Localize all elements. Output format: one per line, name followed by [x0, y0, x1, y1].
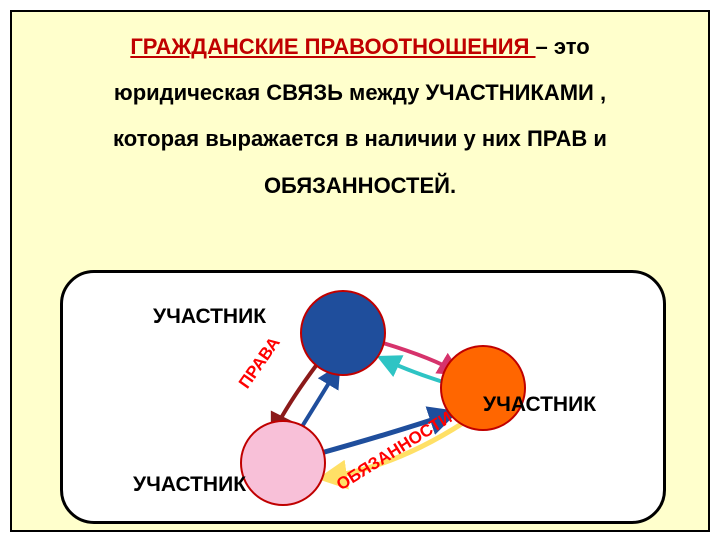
- diagram-container: УЧАСТНИКУЧАСТНИКУЧАСТНИКПРАВАОБЯЗАННОСТИ: [60, 270, 666, 524]
- participant-node: [301, 291, 385, 375]
- slide: ГРАЖДАНСКИЕ ПРАВООТНОШЕНИЯ – это юридиче…: [10, 10, 710, 532]
- heading-rest1: – это: [536, 34, 590, 59]
- definition-text: ГРАЖДАНСКИЕ ПРАВООТНОШЕНИЯ – это юридиче…: [12, 12, 708, 209]
- participant-label: УЧАСТНИК: [483, 393, 596, 417]
- participant-node: [241, 421, 325, 505]
- heading-line4: ОБЯЗАННОСТЕЙ.: [264, 173, 456, 198]
- participant-label: УЧАСТНИК: [153, 305, 266, 329]
- heading-line3: которая выражается в наличии у них ПРАВ …: [113, 126, 607, 151]
- participant-node: [441, 346, 525, 430]
- participant-label: УЧАСТНИК: [133, 473, 246, 497]
- heading-line2: юридическая СВЯЗЬ между УЧАСТНИКАМИ ,: [114, 80, 606, 105]
- edge: [298, 368, 338, 433]
- title-term: ГРАЖДАНСКИЕ ПРАВООТНОШЕНИЯ: [130, 34, 535, 59]
